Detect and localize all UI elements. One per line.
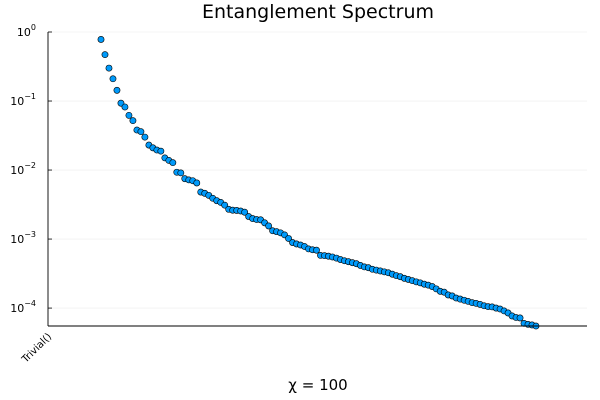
- data-point: [101, 51, 109, 59]
- x-tick-label: Trivial(): [20, 331, 55, 366]
- y-tick-exponent: −2: [24, 161, 36, 170]
- x-axis-label: χ = 100: [288, 376, 347, 394]
- data-point: [121, 103, 129, 111]
- chart-title: Entanglement Spectrum: [202, 1, 434, 23]
- y-tick-base: 10: [10, 302, 24, 315]
- data-point: [157, 147, 165, 155]
- data-point: [313, 246, 320, 254]
- y-tick-label: 10−4: [10, 299, 36, 315]
- y-tick-exponent: 0: [31, 23, 36, 32]
- y-tick-base: 10: [10, 233, 24, 246]
- y-tick-base: 10: [10, 164, 24, 177]
- data-point: [265, 222, 273, 230]
- data-point: [113, 86, 121, 94]
- data-point: [169, 159, 177, 167]
- y-tick-label: 100: [17, 23, 36, 39]
- data-point: [221, 201, 229, 209]
- data-point: [285, 235, 292, 242]
- y-tick-label: 10−2: [10, 161, 36, 177]
- data-point: [516, 314, 524, 322]
- data-point: [97, 36, 105, 43]
- y-tick-label: 10−3: [10, 230, 36, 246]
- data-point: [141, 133, 149, 141]
- axes: [47, 31, 587, 327]
- data-point: [129, 117, 137, 125]
- data-points: [97, 36, 540, 330]
- data-point: [241, 208, 249, 216]
- y-tick-exponent: −3: [24, 230, 36, 239]
- y-tick-exponent: −1: [24, 92, 36, 101]
- data-point: [125, 111, 133, 119]
- data-point: [177, 169, 185, 177]
- y-tick-base: 10: [10, 95, 24, 108]
- data-point: [109, 75, 117, 83]
- y-tick-base: 10: [17, 26, 31, 39]
- data-point: [137, 128, 145, 136]
- y-tick-exponent: −4: [24, 299, 36, 308]
- y-tick-label: 10−1: [10, 92, 36, 108]
- data-point: [105, 64, 113, 72]
- gridlines: [48, 31, 587, 309]
- data-point: [193, 179, 201, 187]
